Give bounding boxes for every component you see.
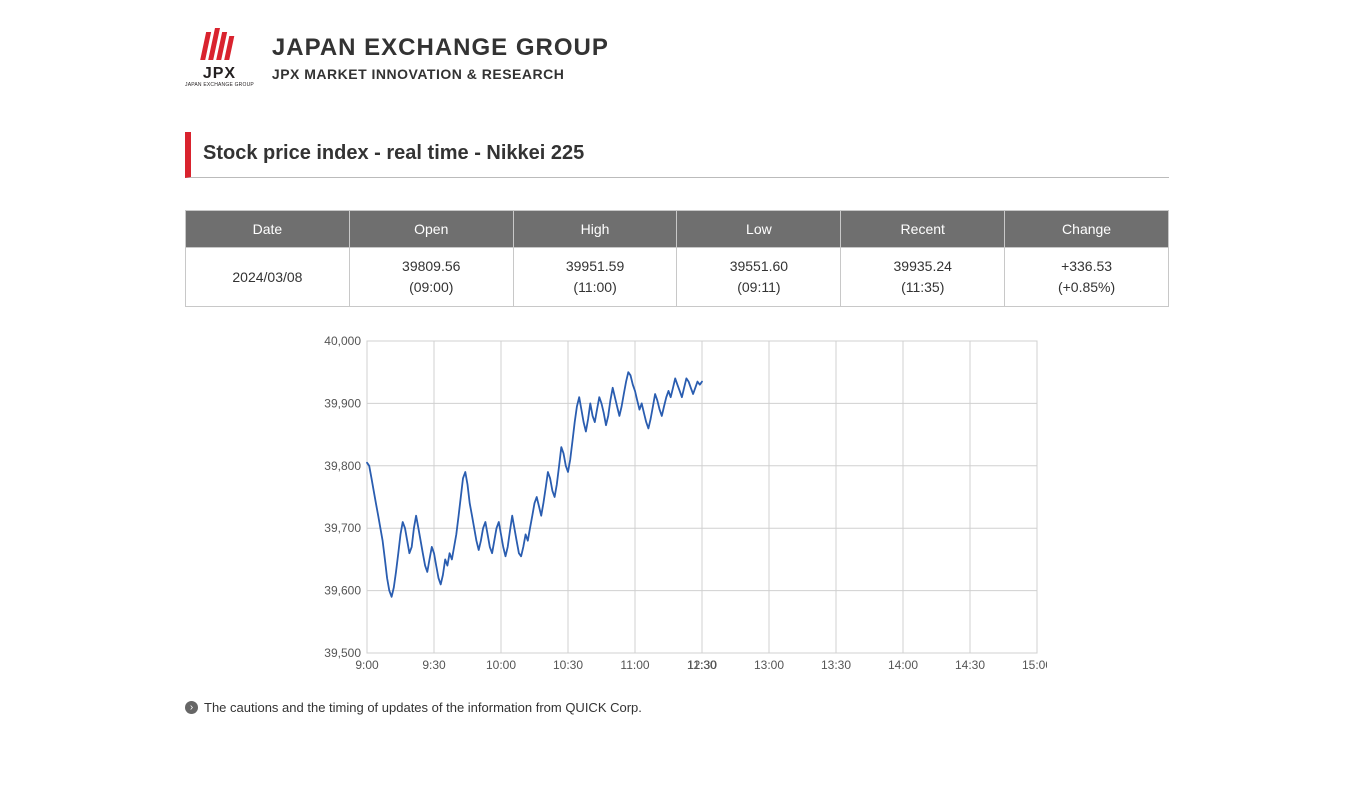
page-title: Stock price index - real time - Nikkei 2…: [203, 142, 584, 164]
header-title-1: JAPAN EXCHANGE GROUP: [272, 34, 609, 63]
svg-text:39,900: 39,900: [324, 396, 361, 410]
change-value: +336.53: [1061, 258, 1112, 274]
open-value: 39809.56: [402, 258, 460, 274]
chevron-right-icon: ›: [185, 701, 198, 714]
svg-text:15:00: 15:00: [1022, 658, 1047, 672]
svg-text:10:30: 10:30: [553, 658, 583, 672]
svg-text:39,600: 39,600: [324, 584, 361, 598]
header-titles: JAPAN EXCHANGE GROUP JPX MARKET INNOVATI…: [272, 34, 609, 83]
table-row: 2024/03/08 39809.56 (09:00) 39951.59 (11…: [186, 248, 1169, 307]
svg-text:14:30: 14:30: [955, 658, 985, 672]
col-date: Date: [186, 211, 350, 248]
chart-container: 40,00039,90039,80039,70039,60039,5009:00…: [307, 331, 1047, 686]
cell-high: 39951.59 (11:00): [513, 248, 677, 307]
svg-text:10:00: 10:00: [486, 658, 516, 672]
svg-text:9:00: 9:00: [355, 658, 379, 672]
cell-open: 39809.56 (09:00): [349, 248, 513, 307]
svg-text:39,800: 39,800: [324, 459, 361, 473]
recent-value: 39935.24: [894, 258, 952, 274]
header-title-2: JPX MARKET INNOVATION & RESEARCH: [272, 66, 609, 82]
high-value: 39951.59: [566, 258, 624, 274]
col-high: High: [513, 211, 677, 248]
svg-text:11:00: 11:00: [620, 658, 649, 672]
svg-text:12:30: 12:30: [687, 658, 717, 672]
col-recent: Recent: [841, 211, 1005, 248]
svg-text:40,000: 40,000: [324, 334, 361, 348]
low-value: 39551.60: [730, 258, 788, 274]
col-change: Change: [1005, 211, 1169, 248]
logo-text-jpx: JPX: [203, 66, 236, 82]
svg-text:14:00: 14:00: [888, 658, 918, 672]
page-title-bar: Stock price index - real time - Nikkei 2…: [185, 132, 1169, 178]
cell-low: 39551.60 (09:11): [677, 248, 841, 307]
logo-text-sub: JAPAN EXCHANGE GROUP: [185, 83, 254, 88]
jpx-logo-icon: [197, 28, 241, 64]
cell-recent: 39935.24 (11:35): [841, 248, 1005, 307]
recent-time: (11:35): [901, 279, 944, 295]
stats-table: Date Open High Low Recent Change 2024/03…: [185, 210, 1169, 307]
col-low: Low: [677, 211, 841, 248]
cell-date: 2024/03/08: [186, 248, 350, 307]
price-chart: 40,00039,90039,80039,70039,60039,5009:00…: [307, 331, 1047, 681]
svg-text:39,700: 39,700: [324, 521, 361, 535]
cell-change: +336.53 (+0.85%): [1005, 248, 1169, 307]
low-time: (09:11): [737, 279, 780, 295]
footnote[interactable]: › The cautions and the timing of updates…: [185, 700, 1169, 715]
change-pct: (+0.85%): [1058, 279, 1115, 295]
footnote-text: The cautions and the timing of updates o…: [204, 700, 642, 715]
svg-text:13:00: 13:00: [754, 658, 784, 672]
high-time: (11:00): [573, 279, 616, 295]
jpx-logo: JPX JAPAN EXCHANGE GROUP: [185, 28, 254, 88]
svg-text:9:30: 9:30: [422, 658, 446, 672]
header: JPX JAPAN EXCHANGE GROUP JAPAN EXCHANGE …: [0, 0, 1354, 102]
svg-text:13:30: 13:30: [821, 658, 851, 672]
open-time: (09:00): [409, 279, 453, 295]
col-open: Open: [349, 211, 513, 248]
